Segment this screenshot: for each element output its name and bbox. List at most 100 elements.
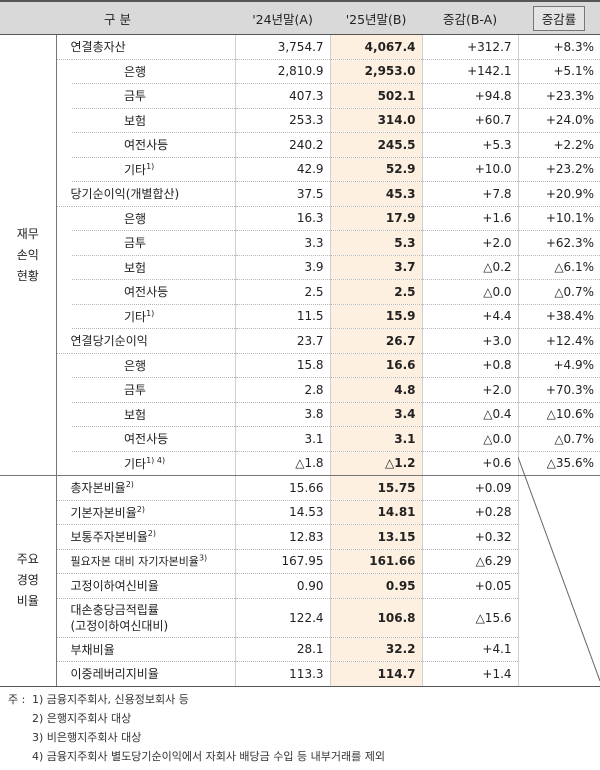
table-row: 보통주자본비율2) 12.83 13.15 +0.32 bbox=[0, 524, 600, 550]
value-change: +0.09 bbox=[421, 475, 519, 501]
section-financial: 재무 손익 현황 bbox=[0, 34, 57, 476]
value-2024: 113.3 bbox=[234, 661, 331, 687]
value-rate: +23.2% bbox=[517, 157, 600, 182]
table-row: 여전사등 3.1 3.1 △0.0 △0.7% bbox=[0, 426, 600, 452]
value-rate: +12.4% bbox=[517, 328, 600, 354]
value-2025: 3.4 bbox=[329, 402, 423, 427]
value-change: +0.32 bbox=[421, 524, 519, 550]
table-row: 연결당기순이익 23.7 26.7 +3.0 +12.4% bbox=[0, 328, 600, 354]
row-label: 연결총자산 bbox=[56, 34, 236, 60]
table-row: 부채비율 28.1 32.2 +4.1 bbox=[0, 637, 600, 662]
financial-table: 구 분 '24년말(A) '25년말(B) 증감(B-A) 증감률 재무 손익 … bbox=[0, 0, 600, 687]
value-change: +1.6 bbox=[421, 206, 519, 231]
value-change: △15.6 bbox=[421, 598, 519, 638]
table-row: 기타1) 11.5 15.9 +4.4 +38.4% bbox=[0, 304, 600, 329]
table-row: 은행 15.8 16.6 +0.8 +4.9% bbox=[0, 353, 600, 476]
value-2024: 42.9 bbox=[234, 157, 331, 182]
value-change: +0.6 bbox=[421, 451, 519, 476]
value-2025: 52.9 bbox=[329, 157, 423, 182]
footnotes: 주 :1) 금융지주회사, 신용정보회사 등 2) 은행지주회사 대상 3) 비… bbox=[8, 690, 598, 766]
table-row: 대손충당금적립률 (고정이하여신대비) 122.4 106.8 △15.6 bbox=[0, 598, 600, 638]
row-label: 금투 bbox=[72, 83, 236, 109]
value-2024: 28.1 bbox=[234, 637, 331, 662]
value-2024: 3.8 bbox=[234, 402, 331, 427]
value-2025: 14.81 bbox=[329, 500, 423, 525]
value-2025: 502.1 bbox=[329, 83, 423, 109]
value-2024: 2.8 bbox=[234, 377, 331, 403]
row-label: 여전사등 bbox=[72, 426, 236, 452]
row-label: 대손충당금적립률 (고정이하여신대비) bbox=[56, 598, 236, 638]
value-2025: 0.95 bbox=[329, 573, 423, 599]
value-change: +10.0 bbox=[421, 157, 519, 182]
value-2024: 3.9 bbox=[234, 255, 331, 280]
table-row: 필요자본 대비 자기자본비율3) 167.95 161.66 △6.29 bbox=[0, 549, 600, 574]
value-change: △0.0 bbox=[421, 279, 519, 305]
value-2024: 122.4 bbox=[234, 598, 331, 638]
value-2025: 26.7 bbox=[329, 328, 423, 354]
value-rate: △35.6% bbox=[517, 451, 600, 476]
value-2025: 5.3 bbox=[329, 230, 423, 256]
footnote-prefix: 주 : bbox=[8, 693, 26, 706]
table-row: 보험 3.9 3.7 △0.2 △6.1% bbox=[0, 255, 600, 280]
table-row: 기타1) 42.9 52.9 +10.0 +23.2% bbox=[0, 157, 600, 182]
value-change: +7.8 bbox=[421, 181, 519, 207]
value-2025: 245.5 bbox=[329, 132, 423, 158]
value-change: +312.7 bbox=[421, 34, 519, 60]
row-label: 보험 bbox=[72, 108, 236, 133]
table-row: 이중레버리지비율 113.3 114.7 +1.4 bbox=[0, 661, 600, 687]
row-label: 기타1) 4) bbox=[72, 451, 236, 476]
value-2024: 15.8 bbox=[234, 353, 331, 378]
value-2025: 32.2 bbox=[329, 637, 423, 662]
row-label: 필요자본 대비 자기자본비율3) bbox=[56, 549, 236, 574]
row-label: 총자본비율2) bbox=[56, 475, 236, 501]
indent-spacer bbox=[56, 353, 72, 476]
value-2025: 4,067.4 bbox=[329, 34, 423, 60]
row-label: 은행 bbox=[72, 206, 236, 231]
value-2025: 13.15 bbox=[329, 524, 423, 550]
value-2025: 4.8 bbox=[329, 377, 423, 403]
value-2025: 2,953.0 bbox=[329, 59, 423, 84]
table-row: 당기순이익(개별합산) 37.5 45.3 +7.8 +20.9% bbox=[0, 181, 600, 207]
row-label: 은행 bbox=[72, 59, 236, 84]
value-2024: 3,754.7 bbox=[234, 34, 331, 60]
indent-spacer bbox=[56, 206, 72, 329]
value-2025: 106.8 bbox=[329, 598, 423, 638]
value-change: +142.1 bbox=[421, 59, 519, 84]
footnote: 2) 은행지주회사 대상 bbox=[32, 712, 132, 725]
value-change: +2.0 bbox=[421, 230, 519, 256]
table-row: 은행 16.3 17.9 +1.6 +10.1% bbox=[0, 206, 600, 231]
table-header-row: 구 분 '24년말(A) '25년말(B) 증감(B-A) 증감률 bbox=[0, 0, 600, 35]
value-rate: +62.3% bbox=[517, 230, 600, 256]
value-change: +4.1 bbox=[421, 637, 519, 662]
value-2024: △1.8 bbox=[234, 451, 331, 476]
value-2024: 37.5 bbox=[234, 181, 331, 207]
value-rate: +70.3% bbox=[517, 377, 600, 403]
value-2024: 3.3 bbox=[234, 230, 331, 256]
header-rate: 증감률 bbox=[532, 5, 586, 31]
value-2025: 161.66 bbox=[329, 549, 423, 574]
rate-blank-cell bbox=[517, 475, 600, 687]
table-row: 은행 2,810.9 2,953.0 +142.1 +5.1% bbox=[0, 59, 600, 84]
table-row: 고정이하여신비율 0.90 0.95 +0.05 bbox=[0, 573, 600, 599]
indent-spacer bbox=[56, 59, 72, 182]
table-row: 보험 3.8 3.4 △0.4 △10.6% bbox=[0, 402, 600, 427]
value-rate: +24.0% bbox=[517, 108, 600, 133]
table-row: 금투 2.8 4.8 +2.0 +70.3% bbox=[0, 377, 600, 403]
footnote: 주 :1) 금융지주회사, 신용정보회사 등 bbox=[8, 690, 598, 709]
value-change: +2.0 bbox=[421, 377, 519, 403]
value-change: +60.7 bbox=[421, 108, 519, 133]
value-2025: 2.5 bbox=[329, 279, 423, 305]
value-rate: +38.4% bbox=[517, 304, 600, 329]
value-rate: +10.1% bbox=[517, 206, 600, 231]
row-label: 금투 bbox=[72, 377, 236, 403]
row-label: 은행 bbox=[72, 353, 236, 378]
value-2024: 253.3 bbox=[234, 108, 331, 133]
value-rate: △10.6% bbox=[517, 402, 600, 427]
table-row: 주요 경영 비율 총자본비율2) 15.66 15.75 +0.09 bbox=[0, 475, 600, 687]
value-change: +3.0 bbox=[421, 328, 519, 354]
table-row: 재무 손익 현황 연결총자산 3,754.7 4,067.4 +312.7 +8… bbox=[0, 34, 600, 476]
table-row: 여전사등 240.2 245.5 +5.3 +2.2% bbox=[0, 132, 600, 158]
value-2024: 0.90 bbox=[234, 573, 331, 599]
row-label: 이중레버리지비율 bbox=[56, 661, 236, 687]
row-label: 연결당기순이익 bbox=[56, 328, 236, 354]
